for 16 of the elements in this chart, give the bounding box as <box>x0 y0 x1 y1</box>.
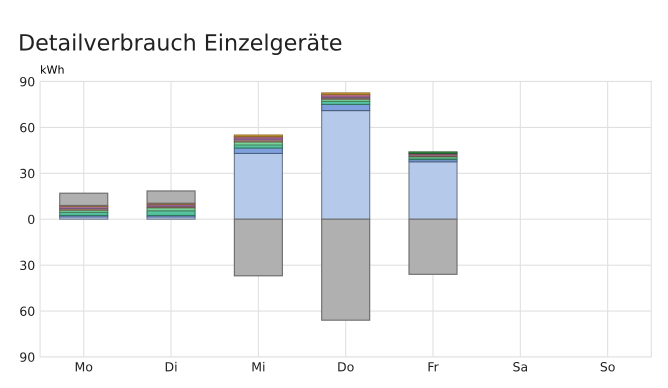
y-axis-title: kWh <box>41 65 64 74</box>
x-tick-label: Sa <box>513 362 527 372</box>
y-tick-label: 90 <box>20 76 34 86</box>
y-tick-label: 30 <box>20 260 34 270</box>
chart-title: Detailverbrauch Einzelgeräte <box>20 34 342 56</box>
x-tick-label: Do <box>338 362 354 372</box>
y-tick-label: 30 <box>20 168 34 178</box>
x-tick-label: Mi <box>252 362 264 372</box>
y-tick-label: 0 <box>28 214 34 224</box>
x-tick-label: Mo <box>76 362 92 372</box>
x-tick-label: Di <box>166 362 176 372</box>
y-tick-label: 60 <box>20 122 34 132</box>
y-tick-label: 90 <box>20 352 34 362</box>
x-tick-label: Fr <box>428 362 439 372</box>
x-tick-label: So <box>600 362 615 372</box>
y-tick-label: 60 <box>20 306 34 316</box>
